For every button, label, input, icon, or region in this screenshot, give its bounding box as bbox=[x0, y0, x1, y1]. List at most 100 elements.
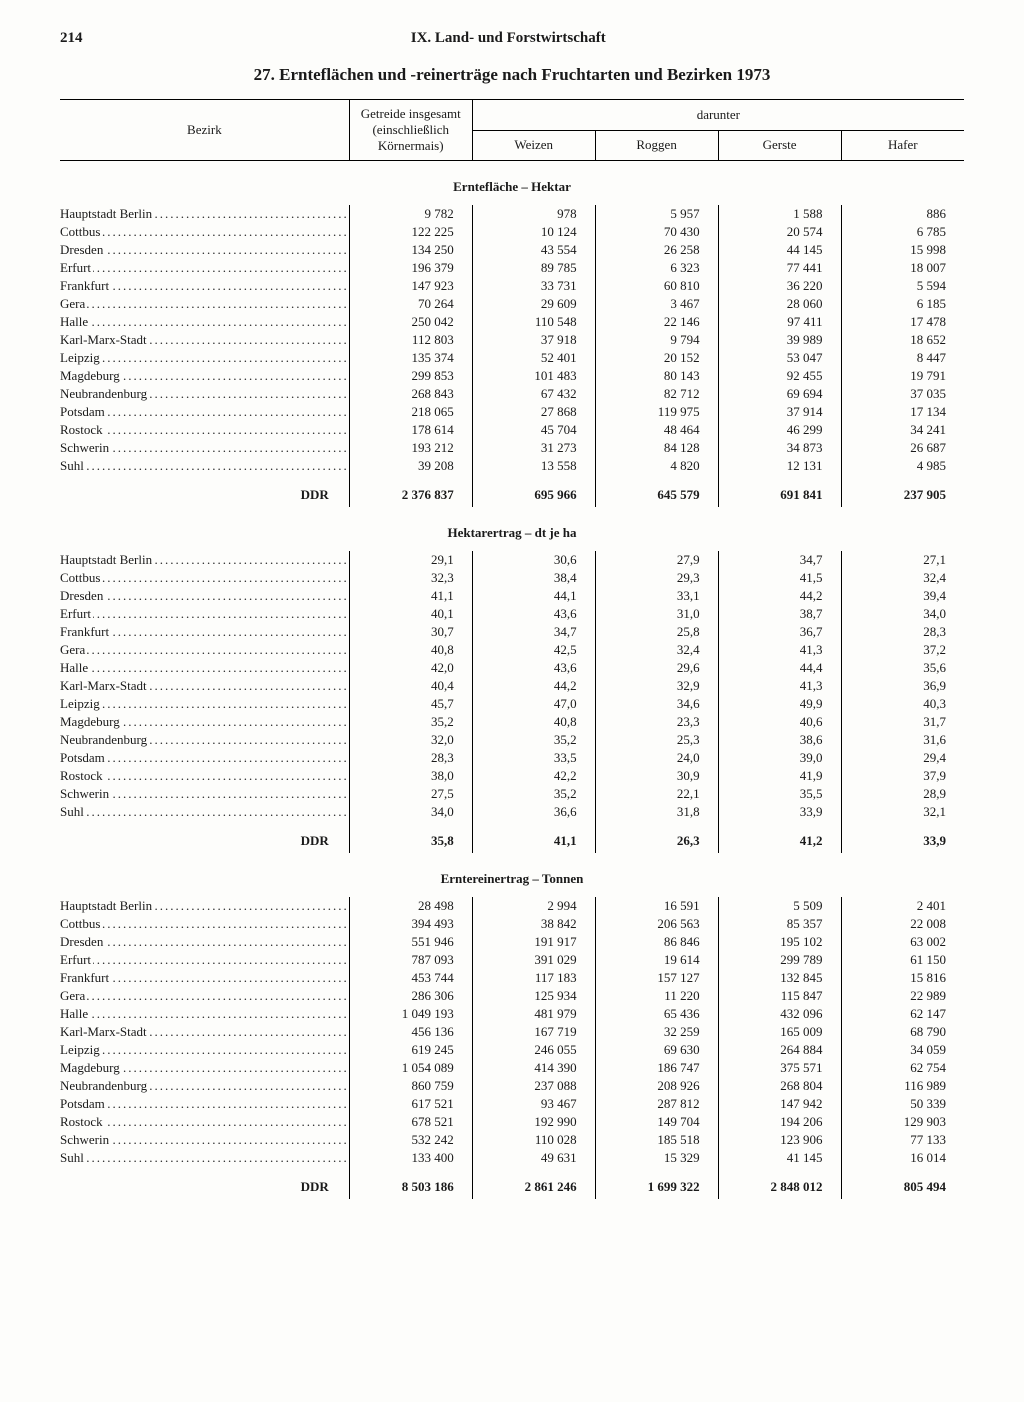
total-value: 2 376 837 bbox=[349, 475, 472, 507]
value-cell: 34,6 bbox=[595, 695, 718, 713]
value-cell: 110 028 bbox=[472, 1131, 595, 1149]
value-cell: 43 554 bbox=[472, 241, 595, 259]
bezirk-cell: Gera bbox=[60, 987, 349, 1005]
value-cell: 62 754 bbox=[841, 1059, 964, 1077]
bezirk-cell: Halle bbox=[60, 1005, 349, 1023]
table-row: Potsdam218 06527 868119 97537 91417 134 bbox=[60, 403, 964, 421]
value-cell: 35,5 bbox=[718, 785, 841, 803]
value-cell: 619 245 bbox=[349, 1041, 472, 1059]
value-cell: 375 571 bbox=[718, 1059, 841, 1077]
table-row: Frankfurt147 92333 73160 81036 2205 594 bbox=[60, 277, 964, 295]
value-cell: 5 594 bbox=[841, 277, 964, 295]
value-cell: 237 088 bbox=[472, 1077, 595, 1095]
value-cell: 33,9 bbox=[718, 803, 841, 821]
col-bezirk: Bezirk bbox=[60, 100, 349, 161]
value-cell: 481 979 bbox=[472, 1005, 595, 1023]
value-cell: 40,3 bbox=[841, 695, 964, 713]
table-row: Magdeburg299 853101 48380 14392 45519 79… bbox=[60, 367, 964, 385]
value-cell: 432 096 bbox=[718, 1005, 841, 1023]
value-cell: 22,1 bbox=[595, 785, 718, 803]
bezirk-cell: Frankfurt bbox=[60, 623, 349, 641]
table-row: Halle250 042110 54822 14697 41117 478 bbox=[60, 313, 964, 331]
section-title: Hektarertrag – dt je ha bbox=[60, 507, 964, 551]
value-cell: 35,6 bbox=[841, 659, 964, 677]
value-cell: 147 923 bbox=[349, 277, 472, 295]
value-cell: 32,3 bbox=[349, 569, 472, 587]
total-row: DDR8 503 1862 861 2461 699 3222 848 0128… bbox=[60, 1167, 964, 1199]
value-cell: 34 873 bbox=[718, 439, 841, 457]
bezirk-cell: Erfurt bbox=[60, 259, 349, 277]
value-cell: 63 002 bbox=[841, 933, 964, 951]
value-cell: 122 225 bbox=[349, 223, 472, 241]
bezirk-cell: Dresden bbox=[60, 241, 349, 259]
value-cell: 123 906 bbox=[718, 1131, 841, 1149]
value-cell: 45,7 bbox=[349, 695, 472, 713]
col-gerste: Gerste bbox=[718, 130, 841, 161]
value-cell: 195 102 bbox=[718, 933, 841, 951]
value-cell: 44 145 bbox=[718, 241, 841, 259]
table-row: Karl-Marx-Stadt456 136167 71932 259165 0… bbox=[60, 1023, 964, 1041]
value-cell: 33 731 bbox=[472, 277, 595, 295]
value-cell: 453 744 bbox=[349, 969, 472, 987]
value-cell: 39 208 bbox=[349, 457, 472, 475]
table-row: Cottbus32,338,429,341,532,4 bbox=[60, 569, 964, 587]
value-cell: 37,9 bbox=[841, 767, 964, 785]
bezirk-cell: Leipzig bbox=[60, 1041, 349, 1059]
value-cell: 36,9 bbox=[841, 677, 964, 695]
total-value: 41,1 bbox=[472, 821, 595, 853]
bezirk-cell: Rostock bbox=[60, 767, 349, 785]
value-cell: 29 609 bbox=[472, 295, 595, 313]
total-value: 41,2 bbox=[718, 821, 841, 853]
value-cell: 53 047 bbox=[718, 349, 841, 367]
value-cell: 44,4 bbox=[718, 659, 841, 677]
table-row: Hauptstadt Berlin9 7829785 9571 588886 bbox=[60, 205, 964, 223]
value-cell: 28,3 bbox=[349, 749, 472, 767]
value-cell: 194 206 bbox=[718, 1113, 841, 1131]
value-cell: 34,7 bbox=[472, 623, 595, 641]
value-cell: 62 147 bbox=[841, 1005, 964, 1023]
value-cell: 47,0 bbox=[472, 695, 595, 713]
value-cell: 41,1 bbox=[349, 587, 472, 605]
value-cell: 28,9 bbox=[841, 785, 964, 803]
total-label: DDR bbox=[60, 475, 349, 507]
value-cell: 97 411 bbox=[718, 313, 841, 331]
table-row: Neubrandenburg268 84367 43282 71269 6943… bbox=[60, 385, 964, 403]
value-cell: 25,3 bbox=[595, 731, 718, 749]
value-cell: 860 759 bbox=[349, 1077, 472, 1095]
value-cell: 29,6 bbox=[595, 659, 718, 677]
value-cell: 125 934 bbox=[472, 987, 595, 1005]
value-cell: 93 467 bbox=[472, 1095, 595, 1113]
value-cell: 39 989 bbox=[718, 331, 841, 349]
value-cell: 1 588 bbox=[718, 205, 841, 223]
value-cell: 192 990 bbox=[472, 1113, 595, 1131]
value-cell: 29,1 bbox=[349, 551, 472, 569]
total-value: 237 905 bbox=[841, 475, 964, 507]
col-getreide: Getreide insgesamt (einschließlich Körne… bbox=[349, 100, 472, 161]
table-row: Gera70 26429 6093 46728 0606 185 bbox=[60, 295, 964, 313]
value-cell: 20 152 bbox=[595, 349, 718, 367]
value-cell: 268 843 bbox=[349, 385, 472, 403]
value-cell: 41 145 bbox=[718, 1149, 841, 1167]
value-cell: 61 150 bbox=[841, 951, 964, 969]
value-cell: 135 374 bbox=[349, 349, 472, 367]
table-row: Suhl133 40049 63115 32941 14516 014 bbox=[60, 1149, 964, 1167]
table-row: Halle1 049 193481 97965 436432 09662 147 bbox=[60, 1005, 964, 1023]
value-cell: 41,5 bbox=[718, 569, 841, 587]
value-cell: 32,4 bbox=[841, 569, 964, 587]
value-cell: 4 820 bbox=[595, 457, 718, 475]
section-title: Erntereinertrag – Tonnen bbox=[60, 853, 964, 897]
value-cell: 49 631 bbox=[472, 1149, 595, 1167]
bezirk-cell: Suhl bbox=[60, 803, 349, 821]
data-table: Bezirk Getreide insgesamt (einschließlic… bbox=[60, 99, 964, 1199]
value-cell: 48 464 bbox=[595, 421, 718, 439]
value-cell: 6 185 bbox=[841, 295, 964, 313]
table-row: Suhl39 20813 5584 82012 1314 985 bbox=[60, 457, 964, 475]
value-cell: 34,0 bbox=[841, 605, 964, 623]
value-cell: 40,8 bbox=[472, 713, 595, 731]
value-cell: 134 250 bbox=[349, 241, 472, 259]
col-darunter: darunter bbox=[472, 100, 964, 131]
value-cell: 42,0 bbox=[349, 659, 472, 677]
value-cell: 34,0 bbox=[349, 803, 472, 821]
table-row: Potsdam617 52193 467287 812147 94250 339 bbox=[60, 1095, 964, 1113]
value-cell: 31,8 bbox=[595, 803, 718, 821]
